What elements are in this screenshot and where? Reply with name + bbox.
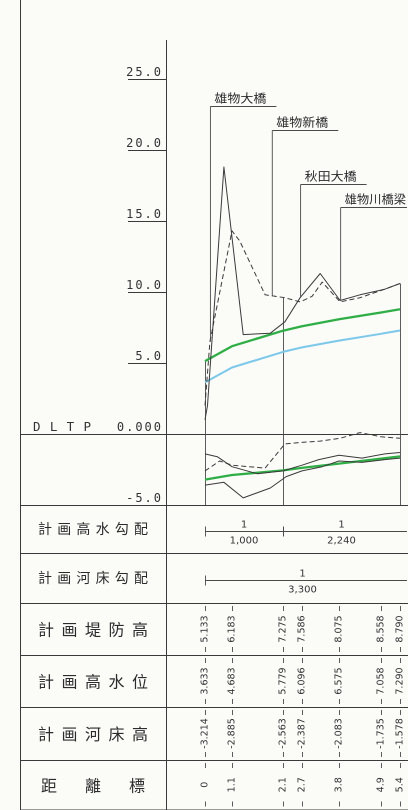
table-cell-value: -1.735 [376,718,387,749]
table-cell-value: 4.683 [227,667,238,694]
table-cell-value: 3.633 [200,667,211,694]
bridge-label: 雄物新橋 [276,115,328,130]
series-line-3 [204,455,401,481]
table-cell-value: -2.885 [227,718,238,749]
table-cell-value: 7.586 [297,615,308,642]
station-value: 4.9 [376,777,387,792]
gradient-numerator: 1 [299,569,305,580]
station-value: 2.1 [278,777,289,792]
y-tick-label: 20.0 [126,136,163,150]
datum-label: DLTP [33,419,91,434]
table-cell-value: -2.083 [334,718,345,749]
y-tick-label: -5.0 [126,491,163,505]
table-row-label: 計画河床高 [38,725,148,744]
series-line-5 [204,230,401,406]
gradient-numerator: 1 [241,520,247,531]
table-row-label: 計画河床勾配 [38,571,148,587]
station-value: 2.7 [297,777,308,792]
table-row-label: 距離標 [41,776,145,795]
y-tick-label: 15.0 [126,207,163,221]
series-line-8 [204,457,401,499]
station-value: 1.1 [227,777,238,792]
table-cell-value: -1.578 [395,718,406,749]
section-dividers [205,283,401,505]
table-cell-value: 8.790 [395,615,406,642]
table-cell-value: -3.214 [200,718,211,749]
station-value: 0 [200,782,211,788]
series-line-4 [204,166,401,420]
series-line-2 [204,329,401,384]
table-cell-value: 5.779 [278,667,289,694]
gradient-denominator: 1,000 [230,536,259,547]
table-cell-value: 8.558 [376,615,387,642]
table-cell-value: 6.575 [334,667,345,694]
y-tick-label: 0.000 [117,420,163,434]
bridge-label: 雄物川橋梁 [345,192,406,207]
table-cell-value: 5.133 [200,615,211,642]
table-cell-value: 7.058 [376,667,387,694]
table-cell-value: 7.275 [278,615,289,642]
series-line-7 [204,432,401,472]
table-cell-value: -2.563 [278,718,289,749]
gradient-denominator: 2,240 [327,536,356,547]
y-axis-ticks: 25.0 20.0 15.0 10.0 5.0 0.000 -5.0 [117,65,166,505]
y-tick-label: 25.0 [126,65,163,79]
table-cell-value: 6.183 [227,615,238,642]
table-row-label: 計画高水勾配 [38,521,148,538]
series-line-1 [204,308,401,363]
frame [20,0,408,810]
table-cell-value: -2.387 [297,718,308,749]
table-cell-value: 6.096 [297,667,308,694]
gradient-denominator: 3,300 [288,585,317,596]
bridge-label: 雄物大橋 [214,91,266,106]
y-tick-label: 10.0 [126,278,163,292]
bridge-label: 秋田大橋 [305,170,357,184]
station-value: 5.4 [395,777,406,792]
plot-lines [204,166,401,499]
table-cell-value: 8.075 [334,615,345,642]
table-cell-value: 7.290 [395,667,406,694]
table-row-label: 計画高水位 [38,673,148,692]
profile-table: 計画高水勾配 1 1,000 1 2,240 計画河床勾配 1 3,300 計画堤防高 5.133… [20,505,408,810]
table-row-label: 計画堤防高 [38,621,148,640]
station-value: 3.8 [334,777,345,792]
gradient-numerator: 1 [338,520,344,531]
y-tick-label: 5.0 [135,349,163,363]
